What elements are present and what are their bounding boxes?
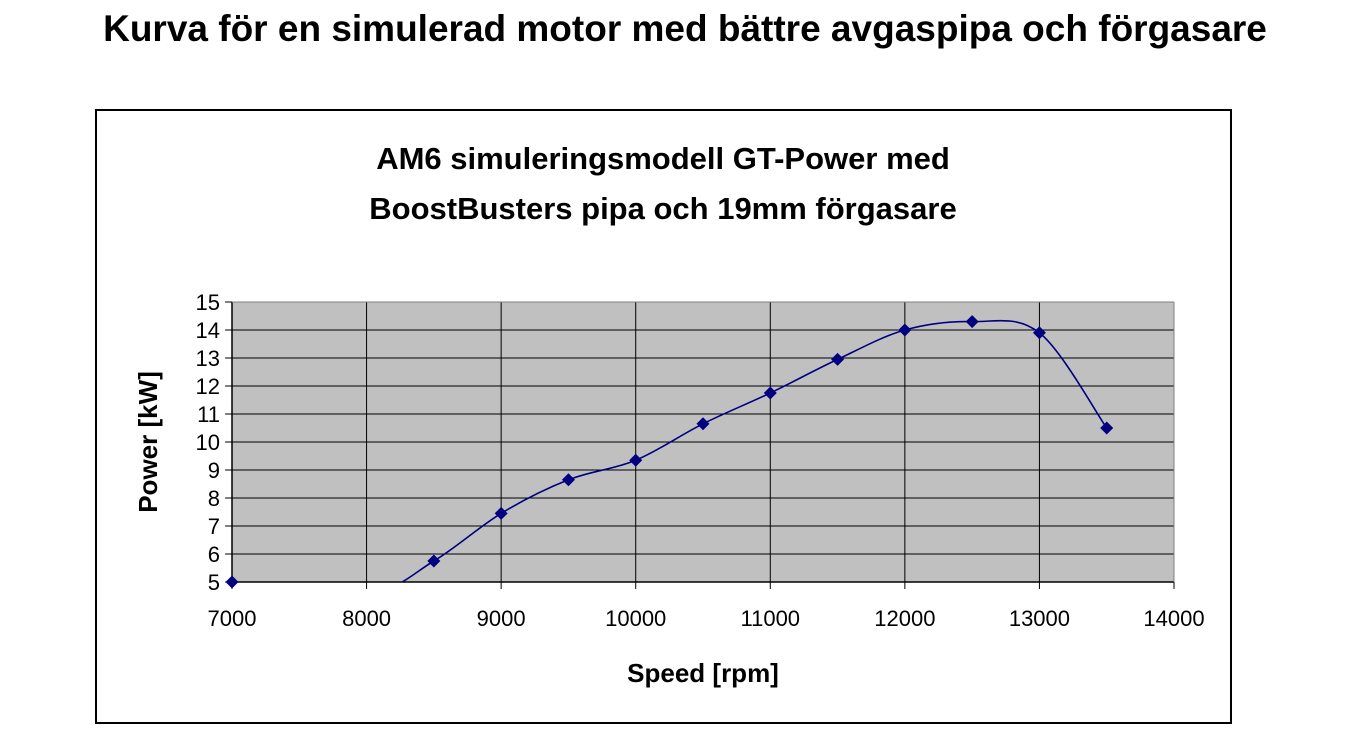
data-point [763,386,777,400]
data-point [696,417,710,431]
axes [225,301,1175,589]
x-tick-label: 10000 [605,606,666,631]
data-point [1032,326,1046,340]
data-point [965,315,979,329]
y-tick-label: 8 [208,486,220,511]
data-point [831,352,845,366]
x-tick-label: 9000 [477,606,526,631]
y-tick-label: 9 [208,458,220,483]
x-tick-label: 14000 [1143,606,1204,631]
page-title: Kurva för en simulerad motor med bättre … [103,8,1267,49]
data-point [1100,421,1114,435]
y-tick-label: 7 [208,514,220,539]
y-tick-label: 12 [196,374,220,399]
data-point [629,453,643,467]
x-tick-label: 11000 [741,606,801,631]
data-point [225,575,239,589]
chart-title-line-2: BoostBusters pipa och 19mm förgasare [369,191,956,226]
x-axis-label: Speed [rpm] [627,658,779,688]
y-axis-label: Power [kW] [133,371,163,513]
data-point [561,473,575,487]
y-tick-label: 14 [196,318,220,343]
chart: AM6 simuleringsmodell GT-Power med Boost… [133,141,1205,688]
y-tick-label: 15 [196,290,220,315]
y-tick-label: 5 [208,570,220,595]
data-point [427,554,441,568]
chart-title-line-1: AM6 simuleringsmodell GT-Power med [376,141,950,176]
x-tick-label: 12000 [874,606,935,631]
y-tick-label: 11 [197,402,220,427]
y-tick-label: 10 [196,430,220,455]
tick-labels: 5 6 7 8 9 10 11 12 13 14 15 7000 8000 9000 10000 11000 1… [196,290,1205,631]
x-tick-label: 13000 [1009,606,1070,631]
y-tick-label: 13 [196,346,220,371]
x-tick-label: 8000 [342,606,391,631]
x-tick-label: 7000 [208,606,257,631]
data-point [898,323,912,337]
y-tick-label: 6 [208,542,220,567]
chart-frame: AM6 simuleringsmodell GT-Power med Boost… [95,109,1232,724]
marker-layer [225,315,1114,589]
data-point [494,506,508,520]
